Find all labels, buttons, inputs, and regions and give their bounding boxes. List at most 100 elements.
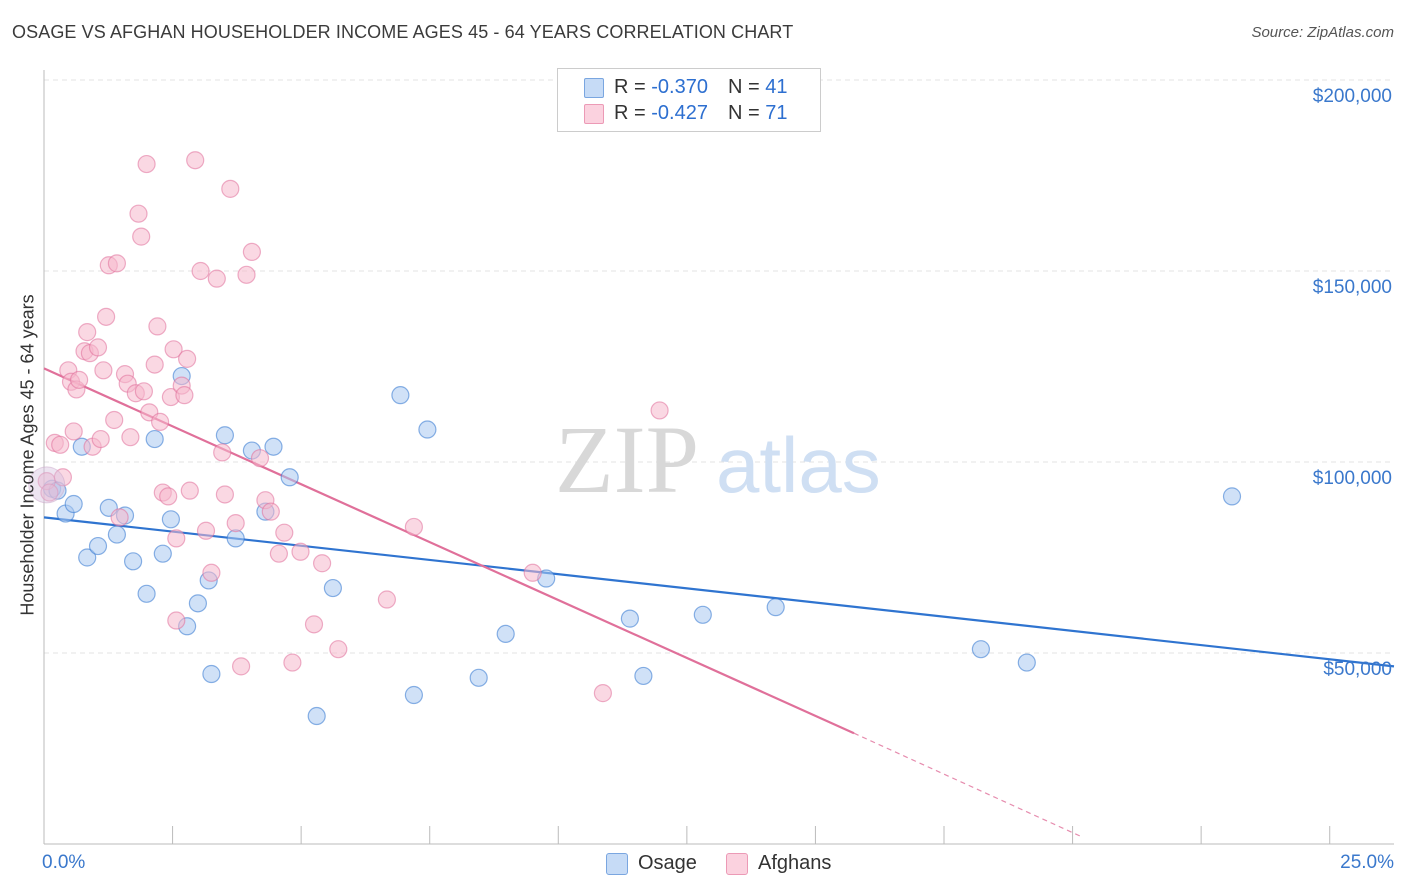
data-point-afghans [377, 590, 396, 609]
bottom-legend-label-afghans: Afghans [758, 852, 832, 874]
data-point-osage [693, 605, 712, 624]
data-point-osage [391, 386, 410, 405]
data-point-afghans [186, 151, 205, 170]
data-point-afghans [164, 340, 183, 359]
bottom-legend-swatch-afghans [726, 853, 748, 875]
legend-swatch-afghans [584, 104, 604, 124]
data-point-afghans [232, 657, 251, 676]
data-point-osage [404, 685, 423, 705]
data-point-afghans [105, 410, 124, 430]
x-tick-label-max: 25.0% [1340, 852, 1394, 873]
y-tick-label-150000: $150,000 [1312, 277, 1392, 298]
data-point-afghans [329, 640, 348, 659]
legend-n-label: N = [727, 76, 766, 98]
trend-lines [43, 367, 1395, 837]
data-point-osage [634, 666, 653, 686]
trend-line-osage [43, 516, 1395, 668]
data-points [28, 151, 1242, 726]
x-tick-label-min: 0.0% [42, 852, 86, 873]
data-point-osage [64, 494, 83, 514]
bottom-legend-label-osage: Osage [638, 852, 697, 874]
correlation-legend: R = -0.370 N = 41 R = -0.427 N = 71 [557, 68, 821, 132]
data-point-afghans [291, 542, 310, 561]
bottom-legend-swatch-osage [606, 853, 628, 875]
data-point-afghans [191, 261, 210, 281]
data-point-afghans [167, 611, 186, 630]
data-point-afghans [51, 435, 70, 454]
legend-r-label: R = [614, 102, 652, 124]
trend-line-afghans [43, 367, 855, 735]
watermark: ZIP atlas [555, 406, 881, 513]
data-point-afghans [221, 179, 240, 198]
legend-n-value: 41 [765, 76, 788, 98]
y-axis-title: Householder Income Ages 45 - 64 years [17, 294, 38, 616]
legend-r-value: -0.370 [651, 76, 708, 98]
data-point-afghans [107, 254, 127, 273]
data-point-afghans [250, 449, 270, 468]
data-point-afghans [404, 517, 423, 537]
data-point-osage [215, 426, 234, 445]
data-point-afghans [91, 429, 110, 449]
data-point-afghans [110, 508, 129, 527]
data-point-afghans [202, 563, 221, 582]
data-point-afghans [178, 349, 197, 368]
data-point-afghans [40, 483, 59, 502]
watermark-atlas: atlas [716, 421, 881, 509]
data-point-osage [323, 578, 342, 598]
legend-r-label: R = [614, 76, 652, 98]
data-point-afghans [215, 485, 234, 504]
data-point-afghans [269, 544, 288, 563]
data-point-afghans [283, 653, 302, 672]
axes [43, 70, 1394, 845]
data-point-afghans [134, 382, 153, 401]
data-point-osage [620, 609, 640, 628]
y-tick-label-200000: $200,000 [1312, 86, 1392, 107]
data-point-osage [145, 429, 164, 449]
data-point-afghans [650, 401, 669, 420]
trend-line-extension-afghans [853, 732, 1082, 837]
data-point-osage [202, 664, 221, 684]
data-point-afghans [69, 370, 89, 389]
data-point-osage [153, 544, 172, 563]
legend-swatch-osage [584, 78, 604, 98]
data-point-osage [264, 437, 283, 456]
data-point-afghans [313, 554, 332, 573]
source-label: Source: ZipAtlas.com [1251, 24, 1394, 41]
data-point-afghans [137, 154, 156, 174]
grid [44, 79, 1394, 654]
data-point-osage [469, 668, 488, 687]
y-tick-label-50000: $50,000 [1323, 659, 1392, 680]
data-point-afghans [304, 615, 324, 634]
legend-n-value: 71 [765, 102, 788, 124]
data-point-osage [107, 525, 127, 544]
data-point-osage [188, 594, 207, 613]
watermark-zip: ZIP [555, 406, 699, 513]
data-point-osage [280, 468, 299, 487]
data-point-osage [971, 640, 991, 659]
data-point-osage [161, 510, 180, 529]
data-point-osage [1017, 653, 1036, 672]
data-point-osage [226, 529, 245, 548]
data-point-osage [137, 584, 156, 603]
data-point-afghans [175, 386, 194, 405]
data-point-afghans [145, 355, 164, 374]
data-point-afghans [94, 361, 113, 380]
data-point-afghans [159, 487, 178, 506]
data-point-afghans [213, 443, 232, 462]
data-point-afghans [148, 317, 167, 336]
data-point-afghans [180, 481, 199, 500]
data-point-afghans [261, 502, 280, 521]
data-point-afghans [242, 242, 261, 261]
data-point-afghans [226, 514, 245, 533]
data-point-osage [88, 536, 108, 556]
data-point-osage [78, 548, 97, 567]
data-point-osage [307, 706, 326, 726]
data-point-afghans [132, 227, 151, 246]
data-point-osage [496, 624, 515, 644]
data-point-afghans [523, 563, 542, 582]
legend-r-value: -0.427 [651, 102, 708, 124]
data-point-cluster [28, 466, 66, 504]
data-point-afghans [151, 412, 170, 431]
data-point-osage [766, 598, 785, 617]
data-point-afghans [237, 265, 256, 284]
